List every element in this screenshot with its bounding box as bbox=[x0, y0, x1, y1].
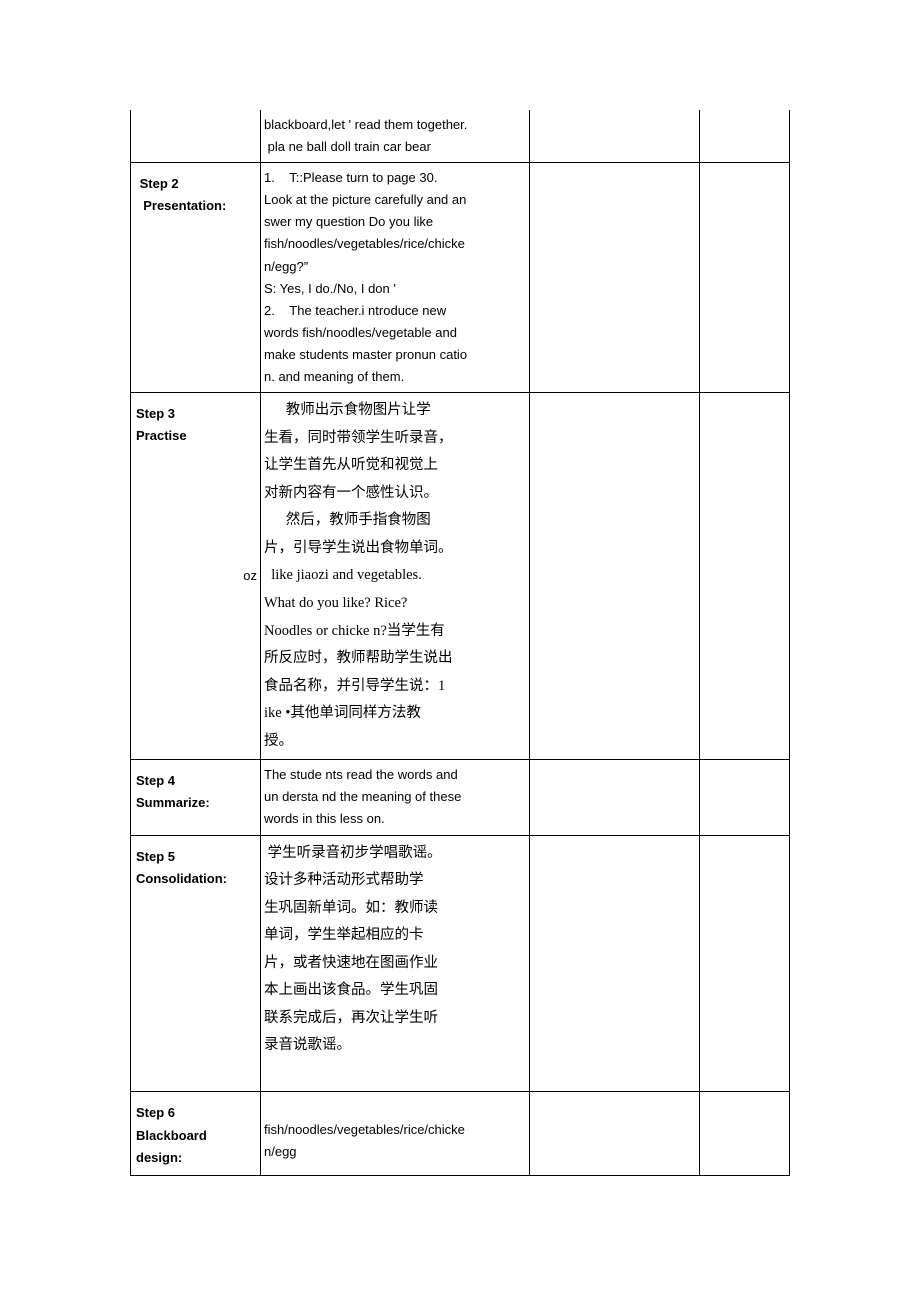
table-row: Step 2 Presentation:1. T::Please turn to… bbox=[131, 163, 790, 393]
step-label-cell: Step 6Blackboarddesign: bbox=[131, 1092, 261, 1175]
oz-text: oz bbox=[243, 565, 257, 587]
empty-cell bbox=[700, 110, 790, 163]
step-label-cell bbox=[131, 110, 261, 163]
step-label-cell: Step 3Practiseoz bbox=[131, 393, 261, 760]
table-body: blackboard,let ' read them together. pla… bbox=[131, 110, 790, 1175]
table-row: Step 3Practiseoz 教师出示食物图片让学生看，同时带领学生听录音，… bbox=[131, 393, 790, 760]
empty-cell bbox=[530, 760, 700, 835]
empty-cell bbox=[700, 760, 790, 835]
step-content-cell: fish/noodles/vegetables/rice/chicken/egg bbox=[261, 1092, 530, 1175]
empty-cell bbox=[700, 163, 790, 393]
step-content-cell: 学生听录音初步学唱歌谣。设计多种活动形式帮助学生巩固新单词。如：教师读单词，学生… bbox=[261, 835, 530, 1092]
step-label-cell: Step 4Summarize: bbox=[131, 760, 261, 835]
step-content-cell: 教师出示食物图片让学生看，同时带领学生听录音，让学生首先从听觉和视觉上对新内容有… bbox=[261, 393, 530, 760]
table-row: Step 5Consolidation: 学生听录音初步学唱歌谣。设计多种活动形… bbox=[131, 835, 790, 1092]
step-label-cell: Step 5Consolidation: bbox=[131, 835, 261, 1092]
empty-cell bbox=[700, 1092, 790, 1175]
step-content-cell: The stude nts read the words andun derst… bbox=[261, 760, 530, 835]
empty-cell bbox=[530, 835, 700, 1092]
table-row: blackboard,let ' read them together. pla… bbox=[131, 110, 790, 163]
empty-cell bbox=[530, 393, 700, 760]
document-page: blackboard,let ' read them together. pla… bbox=[0, 0, 920, 1236]
lesson-plan-table: blackboard,let ' read them together. pla… bbox=[130, 110, 790, 1176]
empty-cell bbox=[700, 393, 790, 760]
step-content-cell: blackboard,let ' read them together. pla… bbox=[261, 110, 530, 163]
step-content-cell: 1. T::Please turn to page 30.Look at the… bbox=[261, 163, 530, 393]
table-row: Step 6Blackboarddesign:fish/noodles/vege… bbox=[131, 1092, 790, 1175]
table-row: Step 4Summarize:The stude nts read the w… bbox=[131, 760, 790, 835]
empty-cell bbox=[530, 110, 700, 163]
empty-cell bbox=[700, 835, 790, 1092]
empty-cell bbox=[530, 163, 700, 393]
empty-cell bbox=[530, 1092, 700, 1175]
step-label-cell: Step 2 Presentation: bbox=[131, 163, 261, 393]
